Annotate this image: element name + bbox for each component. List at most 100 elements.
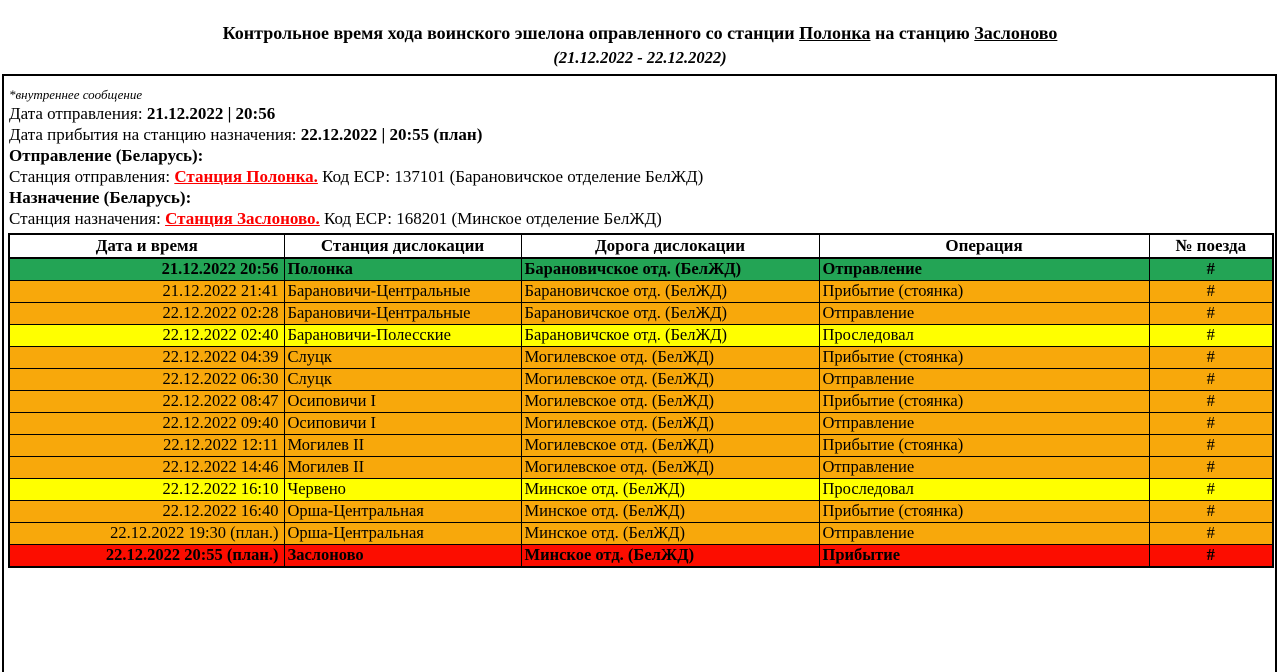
cell-station: Полонка [283,257,522,281]
table-row: 22.12.2022 19:30 (план.) Орша-Центральная… [8,522,1274,545]
cell-road: Могилевское отд. (БелЖД) [520,456,820,479]
cell-datetime: 22.12.2022 09:40 [8,412,285,435]
table-row: 22.12.2022 04:39 Слуцк Могилевское отд. (Б… [8,346,1274,369]
cell-train-number: # [1148,412,1274,435]
cell-station: Барановичи-Центральные [283,302,522,325]
table-row: 22.12.2022 16:10 Червено Минское отд. (Бел… [8,478,1274,501]
cell-road: Минское отд. (БелЖД) [520,478,820,501]
departure-date-value: 21.12.2022 | 20:56 [146,104,276,123]
header-station: Станция дислокации [283,233,522,259]
cell-operation: Прибытие (стоянка) [818,390,1150,413]
cell-station: Червено [283,478,522,501]
title-station-from: Полонка [799,23,871,43]
cell-operation: Отправление [818,302,1150,325]
cell-train-number: # [1148,257,1274,281]
timeline-table-body: 21.12.2022 20:56 Полонка Барановичское отд… [8,257,1274,568]
origin-station-code: Код ЕСР: 137101 (Барановичское отделение… [317,167,704,186]
cell-road: Минское отд. (БелЖД) [520,544,820,568]
cell-operation: Отправление [818,368,1150,391]
title-text-1: Контрольное время хода воинского эшелона… [222,23,800,43]
header-datetime: Дата и время [8,233,285,259]
cell-station: Орша-Центральная [283,500,522,523]
cell-operation: Проследовал [818,478,1150,501]
cell-operation: Прибытие (стоянка) [818,500,1150,523]
table-row: 22.12.2022 02:40 Барановичи-Полесские Бара… [8,324,1274,347]
cell-operation: Отправление [818,412,1150,435]
cell-station: Заслоново [283,544,522,568]
cell-datetime: 22.12.2022 06:30 [8,368,285,391]
cell-road: Барановичское отд. (БелЖД) [520,302,820,325]
header-operation: Операция [818,233,1150,259]
cell-road: Могилевское отд. (БелЖД) [520,346,820,369]
cell-train-number: # [1148,302,1274,325]
table-header-row: Дата и время Станция дислокации Дорога д… [8,233,1274,259]
table-row: 21.12.2022 21:41 Барановичи-Центральные Ба… [8,280,1274,303]
destination-station-link[interactable]: Станция Заслоново. [165,209,320,228]
arrival-date-value: 22.12.2022 | 20:55 (план) [300,125,483,144]
cell-operation: Отправление [818,456,1150,479]
destination-station-code: Код ЕСР: 168201 (Минское отделение БелЖД… [319,209,662,228]
cell-train-number: # [1148,544,1274,568]
cell-train-number: # [1148,390,1274,413]
arrival-date-line: Дата прибытия на станцию назначения: 22.… [9,124,1275,145]
cell-datetime: 22.12.2022 14:46 [8,456,285,479]
cell-train-number: # [1148,280,1274,303]
cell-station: Осиповичи I [283,412,522,435]
cell-datetime: 22.12.2022 02:40 [8,324,285,347]
cell-station: Могилев II [283,434,522,457]
content-box: *внутреннее сообщение Дата отправления: … [2,74,1277,672]
cell-station: Орша-Центральная [283,522,522,545]
table-row: 22.12.2022 09:40 Осиповичи I Могилевское о… [8,412,1274,435]
cell-road: Могилевское отд. (БелЖД) [520,368,820,391]
cell-road: Барановичское отд. (БелЖД) [520,324,820,347]
cell-road: Барановичское отд. (БелЖД) [520,280,820,303]
cell-station: Осиповичи I [283,390,522,413]
title-text-2: на станцию [870,23,975,43]
cell-datetime: 21.12.2022 20:56 [8,257,285,281]
cell-station: Слуцк [283,346,522,369]
cell-operation: Отправление [818,257,1150,281]
cell-train-number: # [1148,500,1274,523]
document-header: Контрольное время хода воинского эшелона… [0,0,1280,68]
departure-date-label: Дата отправления: [9,104,147,123]
table-row: 22.12.2022 06:30 Слуцк Могилевское отд. (Б… [8,368,1274,391]
cell-station: Слуцк [283,368,522,391]
table-row: 22.12.2022 14:46 Могилев II Могилевское от… [8,456,1274,479]
header-road: Дорога дислокации [520,233,820,259]
origin-station-label: Станция отправления: [9,167,175,186]
cell-datetime: 22.12.2022 04:39 [8,346,285,369]
departure-date-line: Дата отправления: 21.12.2022 | 20:56 [9,103,1275,124]
origin-station-link[interactable]: Станция Полонка. [174,167,318,186]
table-row: 22.12.2022 12:11 Могилев II Могилевское от… [8,434,1274,457]
internal-note: *внутреннее сообщение [9,87,143,102]
cell-datetime: 22.12.2022 16:40 [8,500,285,523]
cell-road: Минское отд. (БелЖД) [520,500,820,523]
cell-road: Минское отд. (БелЖД) [520,522,820,545]
cell-train-number: # [1148,324,1274,347]
cell-datetime: 22.12.2022 19:30 (план.) [8,522,285,545]
cell-train-number: # [1148,522,1274,545]
cell-datetime: 22.12.2022 02:28 [8,302,285,325]
cell-operation: Прибытие (стоянка) [818,434,1150,457]
destination-station-line: Станция назначения: Станция Заслоново. К… [9,208,1275,229]
route-timeline-table: Дата и время Станция дислокации Дорога д… [8,233,1274,568]
cell-train-number: # [1148,346,1274,369]
table-row: 22.12.2022 08:47 Осиповичи I Могилевское о… [8,390,1274,413]
cell-datetime: 22.12.2022 20:55 (план.) [8,544,285,568]
cell-operation: Прибытие [818,544,1150,568]
cell-datetime: 21.12.2022 21:41 [8,280,285,303]
table-row: 21.12.2022 20:56 Полонка Барановичское отд… [8,257,1274,281]
table-row: 22.12.2022 16:40 Орша-Центральная Минское … [8,500,1274,523]
cell-datetime: 22.12.2022 16:10 [8,478,285,501]
header-train-number: № поезда [1148,233,1274,259]
cell-operation: Проследовал [818,324,1150,347]
cell-station: Барановичи-Центральные [283,280,522,303]
cell-datetime: 22.12.2022 08:47 [8,390,285,413]
destination-station-label: Станция назначения: [9,209,166,228]
cell-operation: Прибытие (стоянка) [818,346,1150,369]
table-row: 22.12.2022 02:28 Барановичи-Центральные Ба… [8,302,1274,325]
cell-operation: Прибытие (стоянка) [818,280,1150,303]
destination-section-heading: Назначение (Беларусь): [9,188,192,207]
cell-road: Могилевское отд. (БелЖД) [520,390,820,413]
